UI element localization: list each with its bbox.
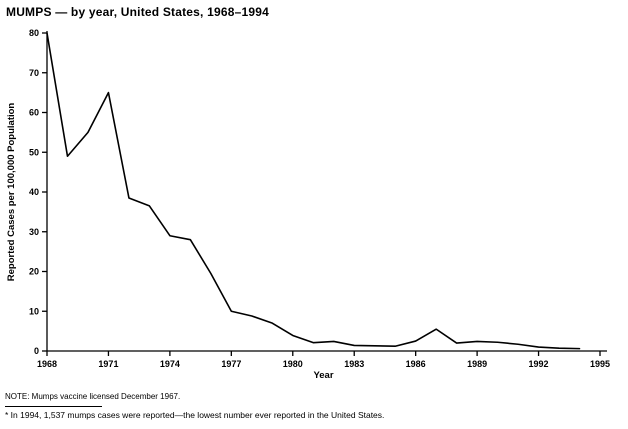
y-tick-label: 0 — [34, 346, 39, 356]
x-tick-label: 1992 — [529, 359, 549, 369]
x-tick-label: 1980 — [283, 359, 303, 369]
chart-footnote: * In 1994, 1,537 mumps cases were report… — [5, 410, 385, 420]
y-tick-label: 30 — [29, 227, 39, 237]
x-tick-label: 1977 — [221, 359, 241, 369]
y-tick-label: 70 — [29, 68, 39, 78]
y-tick-label: 50 — [29, 147, 39, 157]
y-tick-label: 60 — [29, 108, 39, 118]
x-tick-label: 1968 — [37, 359, 57, 369]
mumps-rate-line — [46, 32, 581, 350]
x-tick-label: 1971 — [98, 359, 118, 369]
mumps-line-chart: 0 10 20 30 40 50 60 70 80 1968 1971 1974 1977 1980 198… — [6, 28, 610, 381]
chart-note: NOTE: Mumps vaccine licensed December 19… — [5, 392, 181, 401]
y-tick-label: 20 — [29, 267, 39, 277]
x-tick-label: 1986 — [406, 359, 426, 369]
x-axis-label: Year — [313, 370, 333, 381]
page-title: MUMPS — by year, United States, 1968–199… — [6, 5, 269, 19]
x-tick-label: 1983 — [344, 359, 364, 369]
y-axis-label: Reported Cases per 100,000 Population — [6, 103, 17, 282]
x-tick-label: 1989 — [467, 359, 487, 369]
x-tick-label: 1974 — [160, 359, 180, 369]
footnote-rule — [5, 406, 102, 407]
y-tick-label: 80 — [29, 28, 39, 38]
y-tick-label: 40 — [29, 187, 39, 197]
x-tick-label: 1995 — [590, 359, 610, 369]
y-tick-label: 10 — [29, 306, 39, 316]
